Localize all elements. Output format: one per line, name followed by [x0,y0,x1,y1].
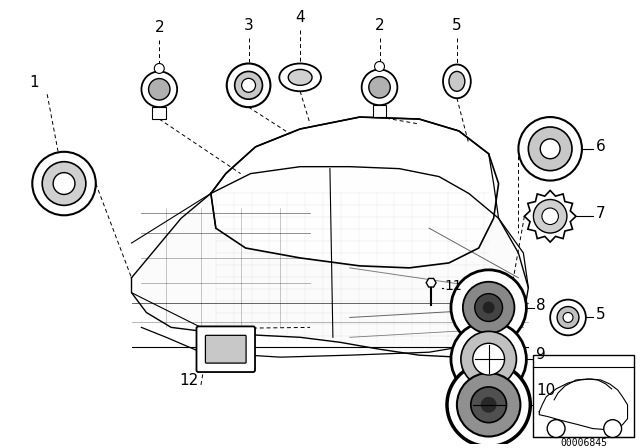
Text: 6: 6 [596,139,605,154]
Text: 7: 7 [596,206,605,221]
Circle shape [369,77,390,98]
Ellipse shape [443,65,471,98]
Circle shape [141,71,177,107]
Circle shape [235,71,262,99]
Circle shape [154,64,164,73]
Polygon shape [524,190,576,242]
Text: 8: 8 [536,297,546,313]
Circle shape [529,127,572,171]
Circle shape [533,199,567,233]
Polygon shape [211,117,499,268]
Circle shape [550,300,586,336]
FancyBboxPatch shape [196,327,255,372]
Text: 4: 4 [295,10,305,25]
Circle shape [475,293,502,321]
Text: 1: 1 [29,75,39,90]
Circle shape [547,420,565,438]
Polygon shape [426,279,436,287]
Circle shape [471,387,506,422]
Circle shape [42,162,86,205]
Circle shape [461,332,516,387]
Ellipse shape [449,71,465,91]
Circle shape [457,373,520,436]
Circle shape [557,306,579,328]
FancyBboxPatch shape [205,336,246,363]
Text: 11: 11 [444,279,462,293]
Circle shape [32,152,96,215]
Text: 2: 2 [374,18,385,33]
Circle shape [362,69,397,105]
Polygon shape [540,379,628,430]
Polygon shape [131,167,529,357]
Circle shape [473,343,504,375]
Circle shape [227,64,270,107]
Text: 00006845: 00006845 [561,439,607,448]
Bar [533,355,634,436]
Text: 5: 5 [452,18,461,33]
Text: 3: 3 [244,18,253,33]
Text: 2: 2 [154,20,164,35]
Circle shape [542,208,559,224]
Polygon shape [152,107,166,119]
Circle shape [242,78,255,92]
Circle shape [540,139,560,159]
Circle shape [604,420,621,438]
Text: 9: 9 [536,347,546,362]
Circle shape [451,321,526,397]
Text: 12: 12 [179,373,198,388]
Text: 10: 10 [536,383,556,398]
Circle shape [563,313,573,323]
Circle shape [148,78,170,100]
Circle shape [374,61,385,71]
Circle shape [463,282,515,333]
Ellipse shape [288,69,312,85]
Circle shape [451,270,526,345]
Circle shape [53,172,75,194]
Polygon shape [372,105,387,117]
Circle shape [481,397,497,413]
Circle shape [483,302,495,314]
Ellipse shape [279,64,321,91]
Circle shape [447,363,531,447]
Circle shape [518,117,582,181]
Text: 5: 5 [596,307,605,323]
